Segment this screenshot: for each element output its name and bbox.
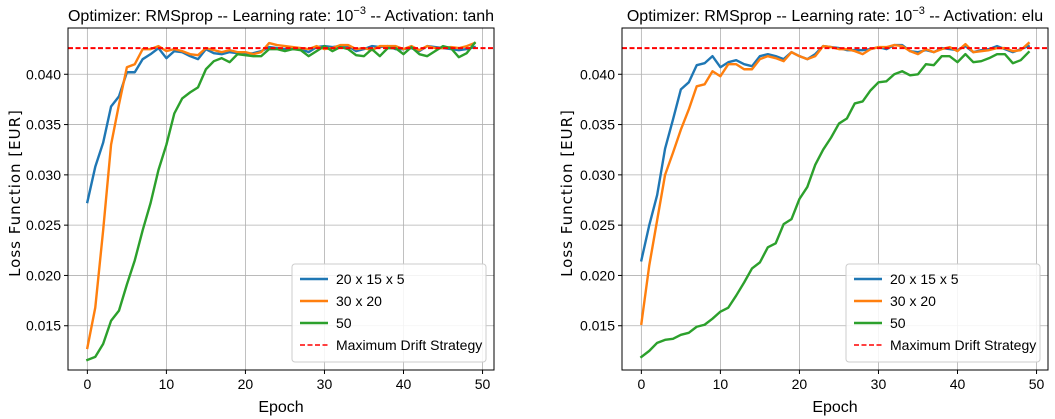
y-tick-label: 0.015	[26, 318, 61, 334]
x-tick-label: 10	[713, 376, 729, 392]
legend: 20 x 15 x 5 30 x 20 50 Maximum Drift Strate…	[291, 263, 487, 363]
x-axis-label: Epoch	[258, 399, 303, 416]
x-tick-label: 10	[159, 376, 175, 392]
y-tick-label: 0.040	[580, 66, 615, 82]
x-tick-label: 20	[238, 376, 254, 392]
x-tick-label: 50	[1029, 376, 1045, 392]
left-chart-panel: Optimizer: RMSprop -- Learning rate: 10−…	[6, 5, 495, 416]
y-tick-label: 0.035	[26, 117, 61, 133]
legend-label: 50	[890, 315, 906, 331]
legend-label: 30 x 20	[890, 293, 936, 309]
y-tick-label: 0.040	[26, 66, 61, 82]
y-tick-label: 0.035	[580, 117, 615, 133]
y-axis-label: Loss Function [EUR]	[6, 109, 24, 277]
right-chart-panel: Optimizer: RMSprop -- Learning rate: 10−…	[558, 5, 1049, 416]
plot-frame	[621, 27, 1049, 371]
x-tick-label: 40	[396, 376, 412, 392]
y-tick-label: 0.030	[580, 167, 615, 183]
x-tick-label: 50	[475, 376, 491, 392]
y-axis-label: Loss Function [EUR]	[558, 109, 576, 277]
x-axis-label: Epoch	[812, 399, 857, 416]
y-tick-label: 0.015	[580, 318, 615, 334]
chart-title: Optimizer: RMSprop -- Learning rate: 10−…	[627, 5, 1043, 25]
legend-box	[845, 263, 1041, 363]
chart-title: Optimizer: RMSprop -- Learning rate: 10−…	[68, 5, 494, 25]
legend-label: 20 x 15 x 5	[336, 271, 405, 287]
series-group	[68, 41, 494, 362]
y-tick-label: 0.025	[580, 217, 615, 233]
legend-label: Maximum Drift Strategy	[890, 337, 1036, 353]
plot-frame	[67, 27, 495, 371]
x-tick-label: 30	[871, 376, 887, 392]
series-line	[639, 50, 1031, 359]
series-line	[639, 43, 1031, 262]
x-tick-label: 0	[637, 376, 645, 392]
series-group	[622, 41, 1048, 359]
x-tick-label: 20	[792, 376, 808, 392]
legend-box	[291, 263, 487, 363]
y-tick-label: 0.020	[26, 267, 61, 283]
y-tick-label: 0.020	[580, 267, 615, 283]
x-tick-label: 40	[950, 376, 966, 392]
legend-label: 50	[336, 315, 352, 331]
ticks: 0 10 20 30 40 50 0.015 0.020 0.025 0.030 0.035 0.04…	[26, 66, 491, 392]
legend-label: Maximum Drift Strategy	[336, 337, 482, 353]
grid	[68, 28, 494, 370]
y-tick-label: 0.030	[26, 167, 61, 183]
series-line	[85, 44, 477, 204]
x-tick-label: 0	[83, 376, 91, 392]
ticks: 0 10 20 30 40 50 0.015 0.020 0.025 0.030 0.035 0.04…	[580, 66, 1045, 392]
legend-label: 30 x 20	[336, 293, 382, 309]
legend: 20 x 15 x 5 30 x 20 50 Maximum Drift Strate…	[845, 263, 1041, 363]
y-tick-label: 0.025	[26, 217, 61, 233]
legend-label: 20 x 15 x 5	[890, 271, 959, 287]
x-tick-label: 30	[317, 376, 333, 392]
